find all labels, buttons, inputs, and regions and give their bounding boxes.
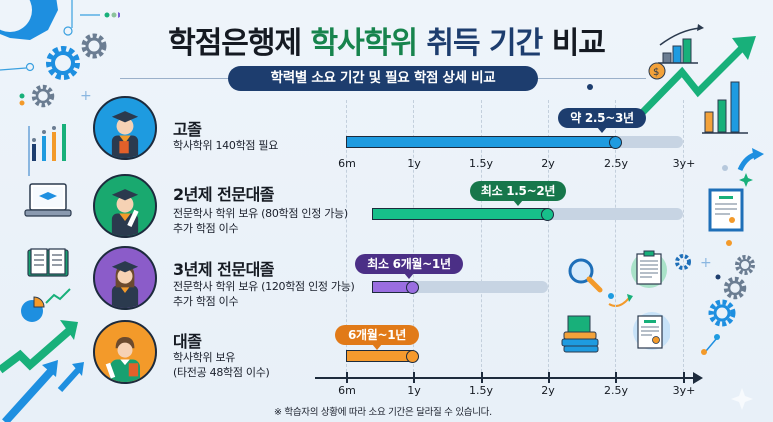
growth-arrows-icon xyxy=(0,320,84,422)
row-desc-line1: 학사학위 보유 xyxy=(173,351,236,364)
avatar-high-school xyxy=(93,96,157,160)
bar-end-marker xyxy=(406,349,419,363)
tick-label: 1.5y xyxy=(468,157,493,170)
x-tick-label: 3y+ xyxy=(672,384,696,397)
decoration-dot xyxy=(587,84,593,90)
axis-tick xyxy=(481,372,483,383)
tick-label: 6m xyxy=(338,157,356,170)
gridline-6m xyxy=(346,100,347,372)
pie-chart-icon xyxy=(21,288,71,322)
avatar-3yr-college xyxy=(93,246,157,310)
x-axis-arrow-icon xyxy=(693,372,703,384)
x-tick-label: 1.5y xyxy=(468,384,493,397)
axis-tick xyxy=(346,372,348,383)
subtitle-line-left xyxy=(120,78,230,79)
avatar-university xyxy=(93,320,157,384)
row-desc-line2: 추가 학점 이수 xyxy=(173,222,239,235)
duration-badge: 최소 6개월~1년 xyxy=(355,254,463,279)
page-title: 학점은행제 학사학위 취득 기간 비교 xyxy=(0,18,773,62)
book-icon xyxy=(27,248,69,277)
duration-badge: 약 2.5~3년 xyxy=(558,108,646,133)
title-part-5: 비교 xyxy=(542,26,606,61)
row-desc-line2: (타전공 48학점 이수) xyxy=(173,366,270,379)
magnifier-icon xyxy=(568,258,603,293)
axis-tick xyxy=(683,372,685,383)
gears-decoration-icon: + xyxy=(0,0,120,108)
tick-label: 3y+ xyxy=(672,157,696,170)
axis-tick xyxy=(548,372,550,383)
duration-bar-university xyxy=(346,350,413,362)
bar-chart-decoration-icon xyxy=(32,124,66,161)
tick-label: 2y xyxy=(541,157,555,170)
title-part-1: 학점은행제 xyxy=(168,26,311,61)
laptop-graduation-icon xyxy=(24,183,72,217)
subtitle-line-right xyxy=(536,78,646,79)
x-tick-label: 1y xyxy=(407,384,421,397)
bar-end-marker xyxy=(609,135,622,149)
clipboard-icon xyxy=(631,250,667,288)
tick-label: 2.5y xyxy=(603,157,628,170)
x-tick-label: 6m xyxy=(338,384,356,397)
growth-chart-decoration-icon: $ xyxy=(640,24,756,134)
row-desc-line2: 추가 학점 이수 xyxy=(173,295,239,308)
title-part-2: 학사학위 xyxy=(310,26,418,61)
avatar-2yr-college xyxy=(93,174,157,238)
row-title: 2년제 전문대졸 xyxy=(173,185,275,204)
gridline-2y xyxy=(548,100,549,372)
x-tick-label: 2y xyxy=(541,384,555,397)
subtitle-pill: 학력별 소요 기간 및 필요 학점 상세 비교 xyxy=(228,66,538,91)
svg-text:+: + xyxy=(80,88,92,104)
duration-bar-2yr-college xyxy=(372,208,548,220)
axis-tick xyxy=(413,372,415,383)
tick-label: 1y xyxy=(407,157,421,170)
axis-tick xyxy=(615,372,617,383)
x-axis-line xyxy=(315,377,695,379)
row-desc-line1: 전문학사 학위 보유 (80학점 인정 가능) xyxy=(173,207,348,220)
row-title: 대졸 xyxy=(173,332,202,351)
svg-text:+: + xyxy=(700,255,712,271)
decoration-line xyxy=(28,126,30,176)
row-title: 고졸 xyxy=(173,120,202,139)
bar-end-marker xyxy=(541,207,554,221)
bar-end-marker xyxy=(406,280,419,294)
gridline-3y xyxy=(683,100,684,372)
footnote: ※ 학습자의 상황에 따라 소요 기간은 달라질 수 있습니다. xyxy=(274,407,492,418)
side-decorations-icon: + xyxy=(700,148,764,410)
x-tick-label: 2.5y xyxy=(603,384,628,397)
row-desc-line1: 전문학사 학위 보유 (120학점 인정 가능) xyxy=(173,280,355,293)
gridline-1-5y xyxy=(481,100,482,372)
books-stack-icon xyxy=(561,315,599,353)
title-part-4: 기간 xyxy=(489,26,543,61)
certificate-icon xyxy=(633,312,670,350)
row-title: 3년제 전문대졸 xyxy=(173,260,275,279)
duration-badge: 6개월~1년 xyxy=(335,325,419,350)
swirl-arrow-icon xyxy=(608,293,633,307)
gridline-2-5y xyxy=(615,100,616,372)
title-part-3: 취득 xyxy=(416,26,490,61)
duration-bar-high-school xyxy=(346,136,616,148)
gridline-1y xyxy=(413,100,414,372)
row-desc-line1: 학사학위 140학점 필요 xyxy=(173,139,279,152)
duration-badge: 최소 1.5~2년 xyxy=(470,181,566,206)
svg-text:$: $ xyxy=(653,67,659,78)
